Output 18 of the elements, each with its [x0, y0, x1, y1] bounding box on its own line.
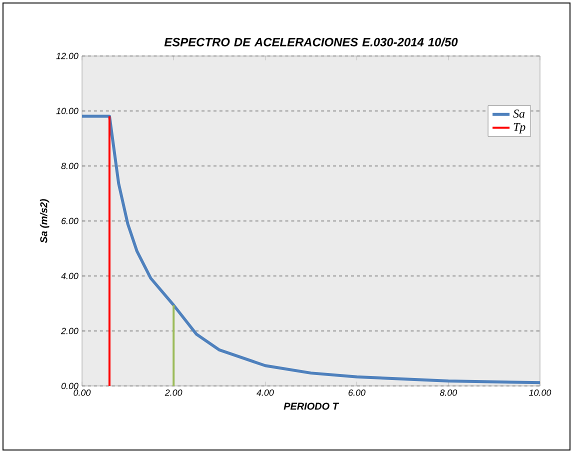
x-tick-label: 4.00 [256, 390, 274, 396]
y-axis-title: Sa (m/s2) [40, 199, 50, 244]
x-tick-label: 8.00 [440, 390, 458, 396]
y-tick-label: 2.00 [60, 328, 78, 334]
legend-label: Tp [514, 123, 526, 134]
x-tick-label: 10.00 [529, 390, 552, 396]
legend-label: Sa [513, 110, 525, 118]
y-tick-label: 8.00 [61, 162, 78, 170]
y-tick-label: 6.00 [62, 218, 78, 224]
y-tick-label: 12.00 [56, 52, 78, 60]
x-tick-label: 6.00 [348, 390, 366, 396]
x-tick-label: 0.00 [74, 390, 91, 396]
y-tick-label: 4.00 [61, 272, 78, 280]
y-tick-label: 10.00 [56, 108, 78, 114]
chart-title: ESPECTRO DE ACELERACIONES E.030-2014 10/50 [164, 38, 458, 46]
x-tick-label: 2.00 [164, 390, 182, 396]
x-axis-title: PERIODO T [284, 402, 340, 410]
y-tick-label: 0.00 [61, 382, 78, 390]
